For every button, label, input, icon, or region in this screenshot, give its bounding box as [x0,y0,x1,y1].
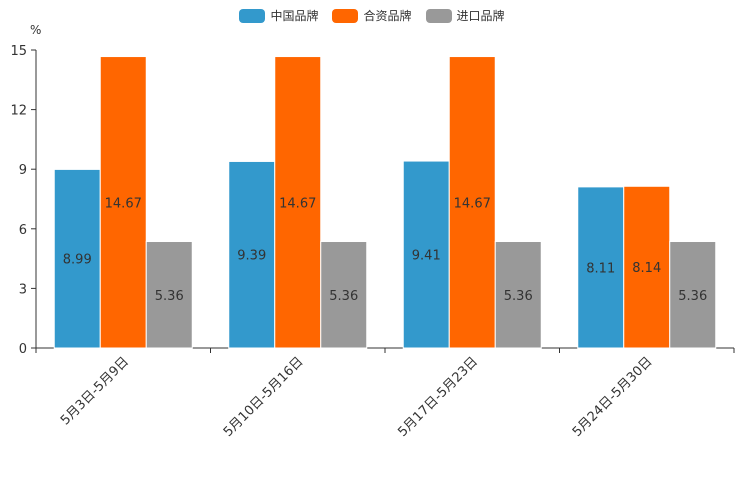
bar-value-label: 5.36 [678,289,707,304]
bar-value-label: 8.11 [586,261,615,276]
bar-value-label: 14.67 [454,196,491,211]
bar-value-label: 5.36 [329,289,358,304]
legend-swatch-joint-venture-brand [332,8,359,23]
bar [228,160,276,349]
bar-value-label: 5.36 [155,289,184,304]
bar [623,185,671,349]
y-tick-label: 15 [10,44,27,59]
bar-value-label: 8.99 [63,253,92,268]
legend-item-import-brand[interactable]: 进口品牌 [425,7,505,24]
x-tick-label: 5月3日-5月9日 [58,354,132,428]
y-tick-label: 0 [19,342,27,357]
bar [448,56,496,349]
bar-value-label: 9.39 [237,249,266,264]
bar [53,168,101,349]
bar-value-label: 8.14 [632,261,661,276]
bar-value-label: 9.41 [412,249,441,264]
legend-label-china-brand: 中国品牌 [270,9,319,23]
y-tick-label: 9 [19,163,27,178]
x-tick-label: 5月17日-5月23日 [395,354,481,440]
bar [99,56,147,349]
y-tick-label: 6 [19,223,27,238]
legend-label-import-brand: 进口品牌 [456,9,505,23]
legend-swatch-china-brand [239,8,266,23]
bar [402,160,450,349]
bar-value-label: 5.36 [504,289,533,304]
x-tick-label: 5月24日-5月30日 [570,354,656,440]
bar [669,241,717,349]
bar [320,241,368,349]
legend-swatch-import-brand [425,8,452,23]
bar [494,241,542,349]
legend-item-joint-venture-brand[interactable]: 合资品牌 [332,7,412,24]
legend-item-china-brand[interactable]: 中国品牌 [239,7,318,24]
bar-value-label: 14.67 [105,196,142,211]
y-tick-label: 3 [19,282,27,297]
bar-value-label: 14.67 [279,196,316,211]
y-axis-unit-label: % [30,23,41,37]
x-tick-label: 5月10日-5月16日 [221,354,307,440]
legend: 中国品牌 合资品牌 进口品牌 [0,7,744,24]
bar [145,241,193,349]
y-tick-label: 12 [10,104,27,119]
legend-label-joint-venture-brand: 合资品牌 [363,9,412,23]
bar [577,186,625,349]
bar [274,56,322,349]
